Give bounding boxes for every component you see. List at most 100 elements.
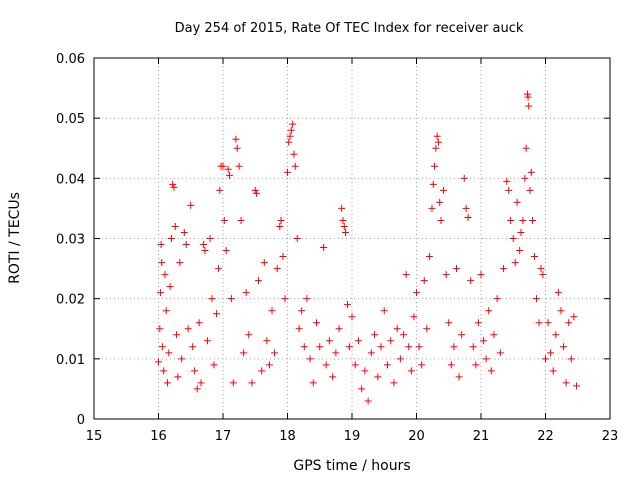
data-point [201,247,209,255]
data-point [265,361,273,369]
data-point [253,189,261,197]
data-point [410,313,418,321]
y-tick-label: 0 [77,413,85,428]
data-point [162,307,170,315]
data-point [509,235,517,242]
data-point [367,349,375,357]
data-point [158,259,166,267]
data-point [220,216,228,224]
data-point [295,325,303,333]
x-tick-label: 22 [537,429,554,444]
data-point [316,343,324,351]
data-point [455,373,463,381]
data-point [213,310,221,318]
data-point [420,277,428,285]
data-point [522,144,530,152]
data-point [480,337,488,345]
data-point [322,361,330,369]
data-point [156,289,164,297]
data-point [174,373,182,381]
data-point [291,162,299,170]
y-axis-label: ROTI / TECUs [7,192,23,284]
data-point [428,204,436,212]
y-tick-label: 0.06 [56,52,85,67]
data-point [216,186,224,194]
data-point [505,186,513,194]
data-point [161,271,169,279]
data-point [396,355,404,363]
data-point [178,355,186,363]
data-point [233,144,241,152]
data-point [393,325,401,333]
data-point [180,228,188,236]
data-point [429,180,437,188]
data-point [197,379,205,387]
data-point [537,265,545,273]
data-point [567,355,575,363]
data-point [167,235,175,242]
data-point [285,138,293,146]
data-point [329,373,337,381]
data-point [572,382,580,390]
data-point [464,213,472,221]
data-point [325,337,333,345]
data-point [176,259,184,267]
data-point [204,337,212,345]
data-point [306,355,314,363]
data-point [560,343,568,351]
data-point [529,216,537,224]
data-point [387,337,395,345]
data-point [544,319,552,327]
data-point [210,361,218,369]
data-point [432,144,440,152]
data-point [425,253,433,261]
data-point [182,241,190,249]
data-point [371,331,379,339]
data-point [503,177,511,185]
data-point [374,373,382,381]
data-point [345,343,353,351]
data-point [298,307,306,315]
data-point [160,367,168,375]
x-axis: 15 16 17 18 19 20 21 22 23 [86,58,619,444]
data-point [415,343,423,351]
x-tick-label: 15 [86,429,103,444]
data-point [377,343,385,351]
data-point [431,162,439,170]
data-point [340,222,348,230]
data-point [535,319,543,327]
data-point [242,289,250,297]
data-point [240,349,248,357]
data-point [485,307,493,315]
data-point [364,397,372,405]
data-point [354,337,362,345]
data-point [200,241,208,249]
data-point [184,325,192,333]
data-point [458,331,466,339]
data-point [332,349,340,357]
data-point [527,168,535,176]
data-point [273,265,281,273]
data-point [482,355,490,363]
data-point [472,361,480,369]
data-point [557,307,565,315]
data-point [402,271,410,279]
data-point [407,367,415,375]
data-point [193,385,201,393]
data-series-roti [155,90,580,405]
x-tick-label: 23 [602,429,619,444]
data-point [157,241,165,249]
data-point [254,277,262,285]
data-point [214,265,222,273]
data-point [519,216,527,224]
data-point [442,271,450,279]
y-tick-label: 0.05 [56,112,85,127]
data-point [290,150,298,158]
data-point [405,343,413,351]
data-point [565,319,573,327]
data-point [225,171,233,179]
data-point [229,379,237,387]
data-point [169,180,177,188]
data-point [164,379,172,387]
data-point [390,379,398,387]
